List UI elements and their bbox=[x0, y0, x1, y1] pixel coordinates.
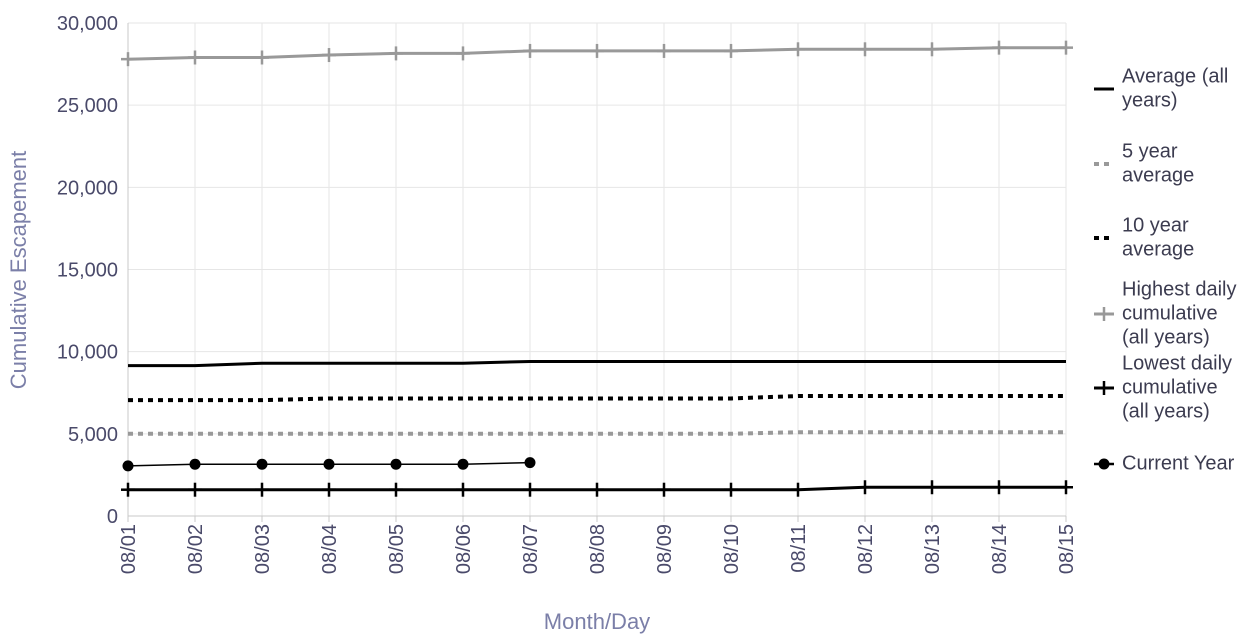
x-tick-label: 08/05 bbox=[386, 524, 408, 574]
data-point bbox=[188, 50, 202, 65]
y-tick-label: 15,000 bbox=[57, 260, 118, 282]
x-tick-label: 08/04 bbox=[319, 524, 341, 574]
data-point bbox=[389, 482, 403, 497]
gridlines bbox=[127, 22, 1067, 517]
data-point bbox=[992, 480, 1006, 495]
data-point bbox=[389, 46, 403, 61]
data-point bbox=[657, 482, 671, 497]
x-tick-label: 08/10 bbox=[721, 524, 743, 574]
data-point bbox=[1059, 480, 1073, 495]
data-point bbox=[791, 482, 805, 497]
data-point bbox=[121, 482, 135, 497]
x-tick-label: 08/11 bbox=[788, 524, 810, 573]
series-group bbox=[122, 457, 536, 472]
data-point bbox=[1059, 40, 1073, 55]
x-tick-label: 08/12 bbox=[855, 524, 877, 574]
data-point bbox=[390, 458, 402, 470]
y-tick-label: 10,000 bbox=[57, 342, 118, 364]
data-point bbox=[925, 42, 939, 57]
legend-label: Highest daily bbox=[1122, 278, 1237, 300]
data-point bbox=[256, 458, 268, 470]
data-point bbox=[858, 42, 872, 57]
x-tick-label: 08/13 bbox=[922, 524, 944, 574]
data-point bbox=[322, 48, 336, 63]
data-point bbox=[523, 43, 537, 58]
data-point bbox=[189, 458, 201, 470]
data-point bbox=[457, 458, 469, 470]
data-point bbox=[992, 40, 1006, 55]
data-point bbox=[657, 43, 671, 58]
legend-label: 5 year bbox=[1122, 140, 1178, 162]
series-group bbox=[128, 360, 1066, 368]
series-group bbox=[121, 40, 1073, 67]
legend-label: cumulative bbox=[1122, 376, 1218, 398]
data-point bbox=[858, 480, 872, 495]
y-tick-label: 20,000 bbox=[57, 177, 118, 199]
x-tick-label: 08/01 bbox=[118, 524, 140, 574]
data-point bbox=[724, 43, 738, 58]
data-point bbox=[322, 482, 336, 497]
legend-label: (all years) bbox=[1122, 400, 1210, 422]
y-tick-label: 25,000 bbox=[57, 95, 118, 117]
legend-item: Current Year bbox=[1094, 452, 1235, 474]
legend-label: Lowest daily bbox=[1122, 352, 1232, 374]
series-group bbox=[128, 394, 1066, 403]
data-point bbox=[255, 50, 269, 65]
x-tick-label: 08/07 bbox=[520, 524, 542, 574]
y-axis-title: Cumulative Escapement bbox=[6, 151, 31, 389]
y-tick-label: 5,000 bbox=[68, 424, 118, 446]
x-tick-label: 08/06 bbox=[453, 524, 475, 574]
data-point bbox=[456, 482, 470, 497]
x-tick-label: 08/15 bbox=[1056, 524, 1078, 574]
data-point bbox=[523, 482, 537, 497]
legend-label: 10 year bbox=[1122, 214, 1189, 236]
legend-label: Current Year bbox=[1122, 452, 1235, 474]
x-tick-label: 08/09 bbox=[654, 524, 676, 574]
axes: 0 5,000 10,000 15,000 20,000 25,000 30,000 08/0… bbox=[57, 13, 1078, 574]
data-point bbox=[524, 457, 536, 469]
legend-label: average bbox=[1122, 238, 1194, 260]
data-point bbox=[724, 482, 738, 497]
legend-marker bbox=[1097, 381, 1111, 395]
y-tick-label: 0 bbox=[107, 506, 118, 528]
legend-label: cumulative bbox=[1122, 302, 1218, 324]
series-group bbox=[128, 430, 1066, 436]
data-point bbox=[323, 458, 335, 470]
data-point bbox=[122, 460, 134, 472]
data-point bbox=[255, 482, 269, 497]
data-point bbox=[590, 43, 604, 58]
data-point bbox=[925, 480, 939, 495]
data-point bbox=[456, 46, 470, 61]
series-lines bbox=[121, 40, 1073, 497]
data-point bbox=[791, 42, 805, 57]
legend-marker bbox=[1097, 307, 1111, 321]
x-axis-title: Month/Day bbox=[544, 609, 650, 634]
series-group bbox=[121, 480, 1073, 497]
legend-marker bbox=[1098, 458, 1110, 470]
legend-label: Average (all bbox=[1122, 65, 1228, 87]
data-point bbox=[121, 52, 135, 67]
data-point bbox=[590, 482, 604, 497]
series-line bbox=[128, 360, 1066, 368]
legend-label: average bbox=[1122, 164, 1194, 186]
series-line bbox=[128, 430, 1066, 436]
series-line bbox=[128, 394, 1066, 403]
y-tick-label: 30,000 bbox=[57, 13, 118, 35]
x-tick-label: 08/03 bbox=[252, 524, 274, 574]
legend-label: years) bbox=[1122, 89, 1178, 111]
x-tick-label: 08/08 bbox=[587, 524, 609, 574]
data-point bbox=[188, 482, 202, 497]
x-tick-label: 08/02 bbox=[185, 524, 207, 574]
legend-label: (all years) bbox=[1122, 326, 1210, 348]
x-tick-label: 08/14 bbox=[989, 524, 1011, 574]
